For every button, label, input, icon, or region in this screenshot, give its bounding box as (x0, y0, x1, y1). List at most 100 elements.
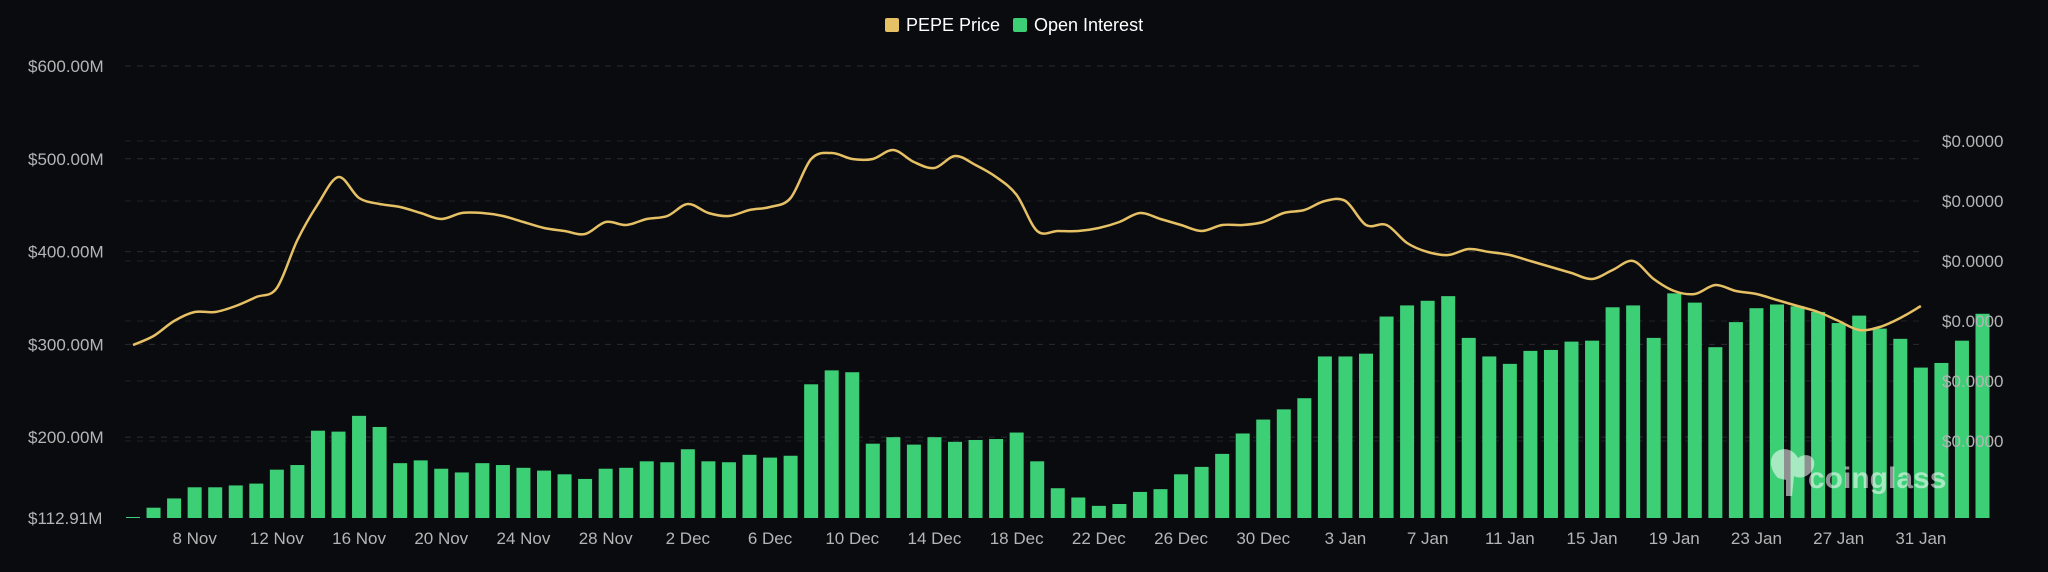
open-interest-bar[interactable] (1297, 398, 1312, 518)
open-interest-bar[interactable] (1338, 356, 1353, 518)
open-interest-bar[interactable] (763, 457, 778, 518)
left-axis-tick-label: $400.00M (28, 243, 104, 262)
open-interest-bar[interactable] (1811, 311, 1826, 518)
open-interest-bar[interactable] (1831, 323, 1846, 518)
right-axis-tick-label: $0.0000 (1942, 372, 2003, 391)
open-interest-bar[interactable] (1502, 363, 1517, 518)
legend[interactable]: PEPE Price Open Interest (885, 15, 1143, 35)
open-interest-bar[interactable] (537, 470, 551, 518)
open-interest-bar[interactable] (249, 483, 264, 518)
open-interest-bar[interactable] (1091, 505, 1106, 518)
open-interest-bar[interactable] (1605, 307, 1620, 518)
open-interest-bar[interactable] (578, 478, 593, 518)
open-interest-bar[interactable] (1872, 328, 1887, 518)
open-interest-bar[interactable] (1461, 337, 1476, 518)
open-interest-bar[interactable] (187, 487, 202, 518)
open-interest-bar[interactable] (845, 372, 860, 518)
open-interest-bar[interactable] (989, 439, 1004, 518)
open-interest-bar[interactable] (619, 467, 634, 518)
open-interest-bar[interactable] (167, 498, 182, 518)
open-interest-bar[interactable] (906, 444, 921, 518)
open-interest-bar[interactable] (1153, 489, 1168, 518)
open-interest-bar[interactable] (1317, 356, 1332, 518)
open-interest-bar[interactable] (1256, 419, 1271, 518)
open-interest-bar[interactable] (557, 474, 572, 518)
legend-item[interactable]: Open Interest (1013, 15, 1143, 35)
open-interest-bar[interactable] (1030, 461, 1045, 518)
open-interest-bar[interactable] (1523, 350, 1538, 518)
open-interest-bar[interactable] (1585, 340, 1600, 518)
open-interest-bar[interactable] (804, 384, 819, 518)
open-interest-bar[interactable] (598, 468, 613, 518)
open-interest-bar[interactable] (516, 467, 531, 518)
open-interest-bar[interactable] (1112, 503, 1127, 518)
open-interest-bar[interactable] (434, 468, 449, 518)
open-interest-bar[interactable] (886, 437, 901, 518)
open-interest-bar[interactable] (927, 437, 942, 518)
open-interest-bar[interactable] (639, 461, 654, 518)
open-interest-bar[interactable] (1749, 308, 1764, 518)
open-interest-bar[interactable] (1400, 305, 1415, 518)
open-interest-bar[interactable] (865, 443, 880, 518)
open-interest-bar[interactable] (1852, 315, 1867, 518)
open-interest-bar[interactable] (1708, 347, 1723, 518)
open-interest-bar[interactable] (1646, 337, 1661, 518)
open-interest-bar[interactable] (1132, 491, 1147, 518)
open-interest-bar[interactable] (413, 460, 428, 518)
open-interest-bar[interactable] (146, 507, 161, 518)
open-interest-bar[interactable] (1276, 409, 1291, 518)
open-interest-bar[interactable] (331, 431, 346, 518)
open-interest-bar[interactable] (721, 462, 736, 518)
open-interest-bar[interactable] (1728, 322, 1743, 518)
open-interest-bar[interactable] (475, 463, 490, 518)
open-interest-bar[interactable] (1626, 305, 1641, 518)
open-interest-bar[interactable] (1009, 432, 1024, 518)
open-interest-bar[interactable] (228, 485, 243, 518)
open-interest-bar[interactable] (1379, 316, 1394, 518)
open-interest-bar[interactable] (1667, 293, 1682, 518)
legend-swatch (1013, 18, 1027, 32)
open-interest-bar[interactable] (126, 516, 140, 518)
open-interest-bar[interactable] (352, 415, 367, 518)
open-interest-bar[interactable] (393, 463, 408, 518)
open-interest-bar[interactable] (1235, 433, 1250, 518)
open-interest-bar[interactable] (495, 465, 510, 518)
right-axis-tick-label: $0.0000 (1942, 192, 2003, 211)
open-interest-bar[interactable] (372, 426, 387, 518)
open-interest-bar[interactable] (1975, 313, 1990, 518)
open-interest-bar[interactable] (1441, 296, 1456, 518)
open-interest-bar[interactable] (968, 439, 983, 518)
open-interest-bar[interactable] (742, 454, 757, 518)
open-interest-bar[interactable] (1359, 353, 1373, 518)
open-interest-bar[interactable] (290, 465, 305, 518)
open-interest-bar[interactable] (1543, 349, 1558, 518)
open-interest-bar[interactable] (783, 455, 798, 518)
open-interest-bar[interactable] (1071, 497, 1086, 518)
open-interest-bar[interactable] (1194, 466, 1209, 518)
open-interest-bar[interactable] (1564, 341, 1579, 518)
open-interest-bar[interactable] (660, 462, 675, 518)
left-axis-tick-label: $300.00M (28, 335, 104, 354)
open-interest-bar[interactable] (1913, 367, 1928, 518)
open-interest-bar[interactable] (1482, 356, 1497, 518)
open-interest-bar[interactable] (701, 461, 716, 518)
open-interest-bar[interactable] (1420, 300, 1435, 518)
open-interest-bar[interactable] (1687, 302, 1702, 518)
open-interest-bar[interactable] (454, 472, 469, 518)
legend-item[interactable]: PEPE Price (885, 15, 1000, 35)
open-interest-bar[interactable] (948, 441, 962, 518)
open-interest-bar[interactable] (1770, 304, 1784, 518)
open-interest-bar[interactable] (1174, 474, 1189, 518)
open-interest-bar[interactable] (1954, 340, 1969, 518)
open-interest-bar[interactable] (824, 370, 839, 518)
open-interest-bar[interactable] (208, 487, 223, 518)
pepe-price-line[interactable] (132, 148, 1922, 347)
open-interest-bar[interactable] (1050, 488, 1065, 518)
open-interest-bar[interactable] (1934, 362, 1949, 518)
open-interest-bar[interactable] (310, 430, 325, 518)
open-interest-bar[interactable] (680, 449, 695, 518)
open-interest-bar[interactable] (269, 469, 284, 518)
open-interest-bar[interactable] (1893, 338, 1908, 518)
open-interest-bar[interactable] (1215, 453, 1230, 518)
